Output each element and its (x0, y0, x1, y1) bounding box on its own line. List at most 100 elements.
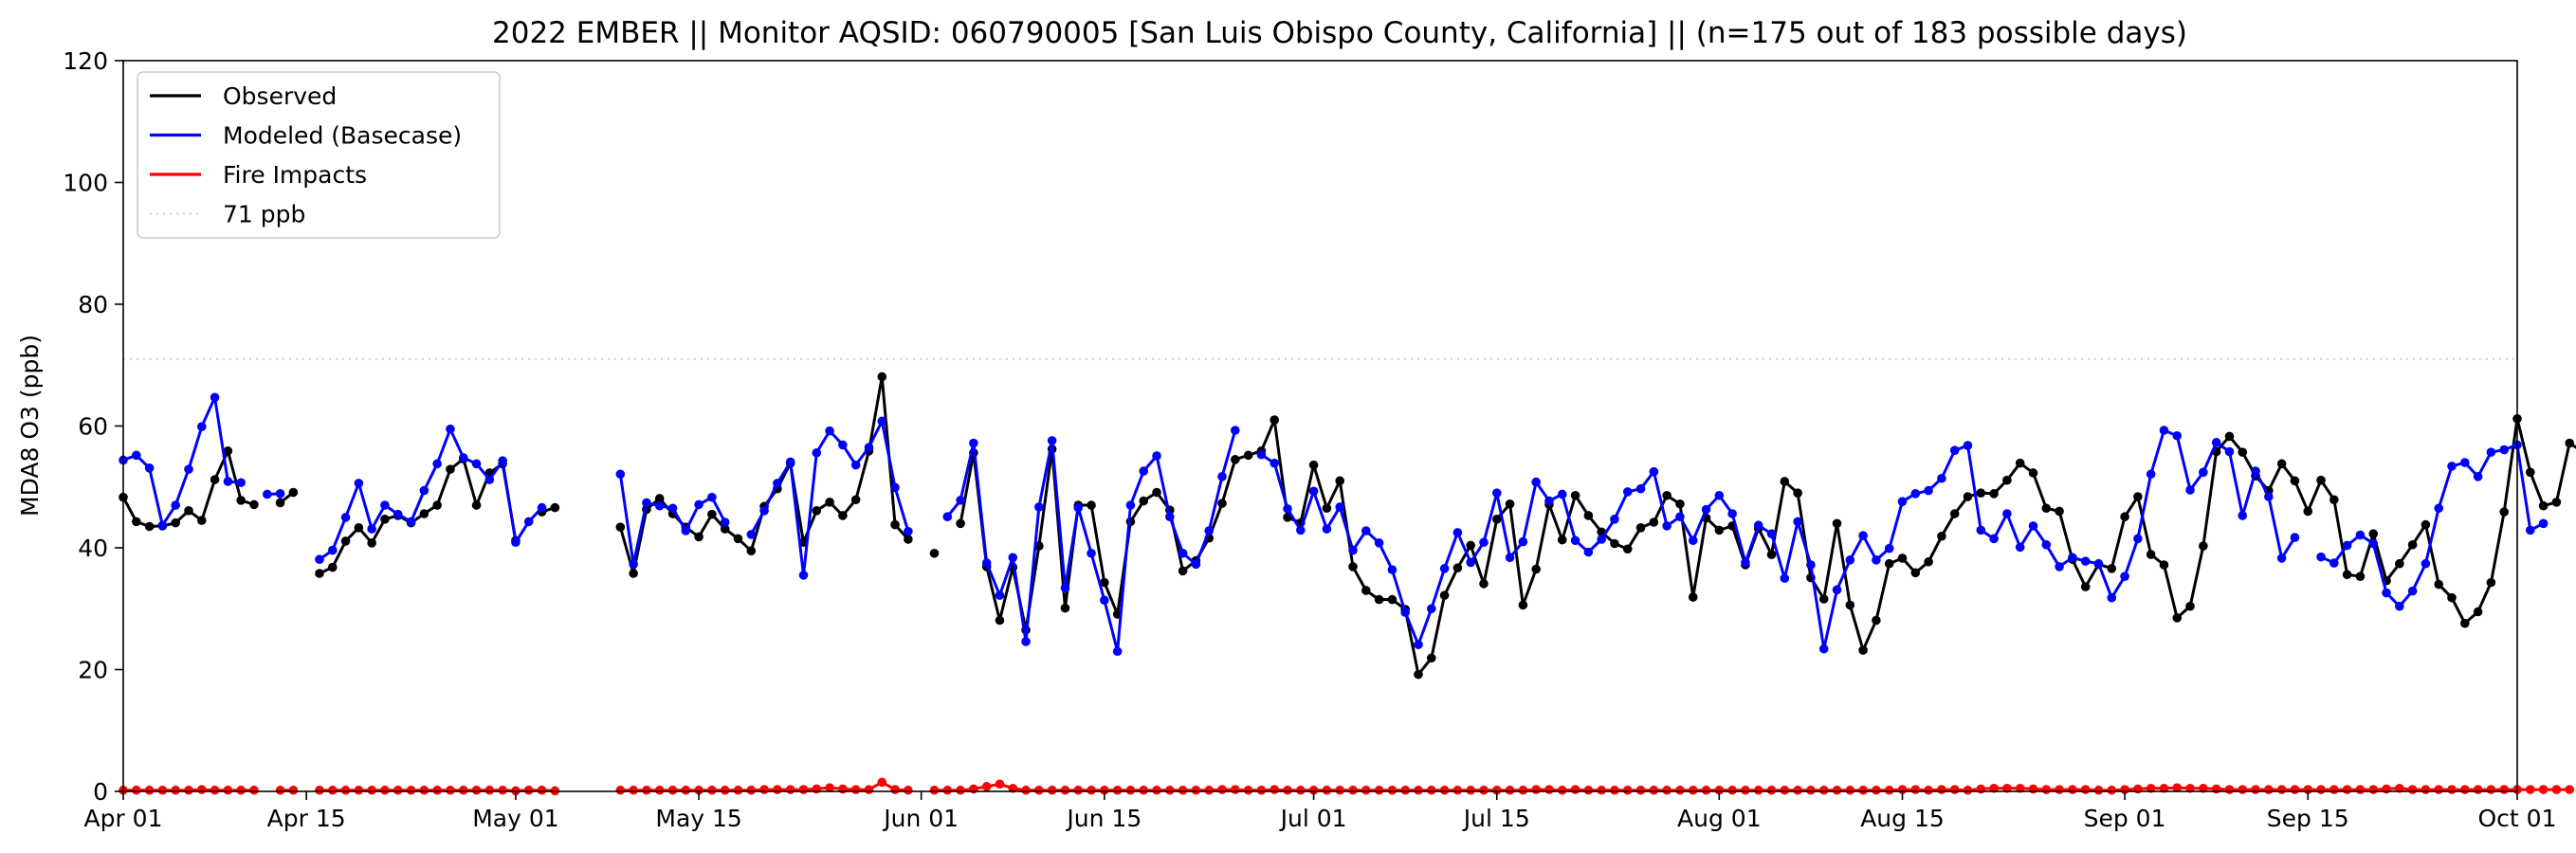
data-point (615, 785, 626, 795)
data-point (1204, 785, 1215, 795)
data-point (667, 503, 678, 514)
data-point (654, 785, 665, 795)
data-point (537, 502, 547, 513)
data-point (2329, 785, 2339, 794)
data-point (2224, 431, 2235, 442)
data-point (419, 785, 429, 795)
data-point (1204, 526, 1215, 535)
data-point (471, 459, 482, 469)
data-point (498, 785, 507, 795)
data-point (2133, 492, 2143, 501)
data-point (864, 785, 874, 794)
data-point (1100, 577, 1109, 588)
data-point (615, 522, 626, 532)
data-point (132, 785, 141, 795)
data-point (1557, 489, 1567, 499)
data-point (2238, 511, 2248, 520)
data-point (2015, 783, 2025, 793)
data-point (1139, 466, 1149, 476)
data-point (1060, 583, 1070, 593)
data-point (1806, 560, 1816, 570)
data-point (236, 496, 246, 505)
data-point (315, 785, 324, 795)
data-point (1832, 785, 1842, 795)
data-point (1361, 526, 1371, 535)
data-point (1531, 477, 1541, 487)
data-point (1622, 487, 1633, 497)
data-point (196, 785, 207, 794)
data-point (2199, 541, 2208, 551)
data-point (1727, 785, 1737, 795)
data-point (1387, 785, 1398, 795)
data-point (1466, 785, 1475, 795)
data-point (2199, 467, 2208, 478)
data-point (340, 785, 351, 795)
data-point (1597, 535, 1606, 544)
data-point (825, 783, 834, 792)
data-point (2146, 783, 2156, 793)
data-point (1976, 525, 1986, 535)
data-point (1217, 472, 1227, 481)
data-point (1662, 490, 1672, 500)
data-point (2316, 552, 2326, 562)
data-point (1361, 586, 1371, 595)
data-point (1766, 529, 1777, 539)
data-point (1872, 615, 1881, 626)
data-point (2316, 785, 2326, 794)
data-point (1348, 545, 1358, 555)
data-point (2093, 785, 2104, 795)
data-point (2290, 476, 2300, 486)
data-point (1100, 785, 1109, 795)
data-point (1832, 518, 1842, 529)
data-point (1845, 555, 1855, 565)
data-point (275, 785, 285, 795)
data-point (315, 569, 324, 578)
data-point (1583, 785, 1594, 795)
data-point (707, 509, 717, 519)
data-point (2434, 503, 2444, 514)
data-point (877, 416, 887, 426)
data-point (707, 492, 717, 502)
data-point (2342, 785, 2352, 794)
data-point (2290, 533, 2300, 542)
x-tick-label: Oct 01 (2478, 805, 2557, 832)
data-point (1675, 499, 1685, 509)
data-point (2355, 530, 2366, 540)
data-point (2407, 785, 2418, 794)
data-point (1649, 517, 1659, 527)
data-point (1688, 535, 1698, 546)
data-point (327, 545, 338, 555)
data-point (2368, 529, 2379, 539)
legend-label: Modeled (Basecase) (223, 122, 462, 150)
data-point (642, 785, 651, 795)
data-point (315, 554, 324, 565)
data-point (380, 785, 390, 795)
data-point (667, 785, 678, 795)
data-point (929, 548, 940, 558)
data-point (956, 496, 965, 505)
data-point (1583, 547, 1594, 557)
data-point (2551, 498, 2562, 507)
data-point (1348, 785, 1358, 795)
data-point (995, 590, 1005, 600)
data-point (864, 443, 874, 452)
data-point (969, 438, 978, 448)
data-point (1766, 785, 1777, 795)
data-point (2342, 540, 2352, 551)
y-tick-label: 80 (78, 291, 108, 318)
data-point (1832, 585, 1842, 595)
data-point (1780, 477, 1790, 486)
data-point (1976, 488, 1986, 498)
data-point (275, 498, 285, 508)
y-tick-label: 20 (78, 657, 108, 684)
data-point (1139, 496, 1149, 506)
data-point (2185, 601, 2195, 611)
data-point (1518, 536, 1528, 547)
data-point (798, 785, 809, 794)
data-point (1963, 492, 1973, 501)
data-point (144, 463, 155, 473)
x-tick-label: Apr 01 (83, 805, 162, 832)
data-point (511, 537, 521, 548)
x-tick-label: Apr 15 (267, 805, 346, 832)
data-point (1073, 785, 1084, 795)
